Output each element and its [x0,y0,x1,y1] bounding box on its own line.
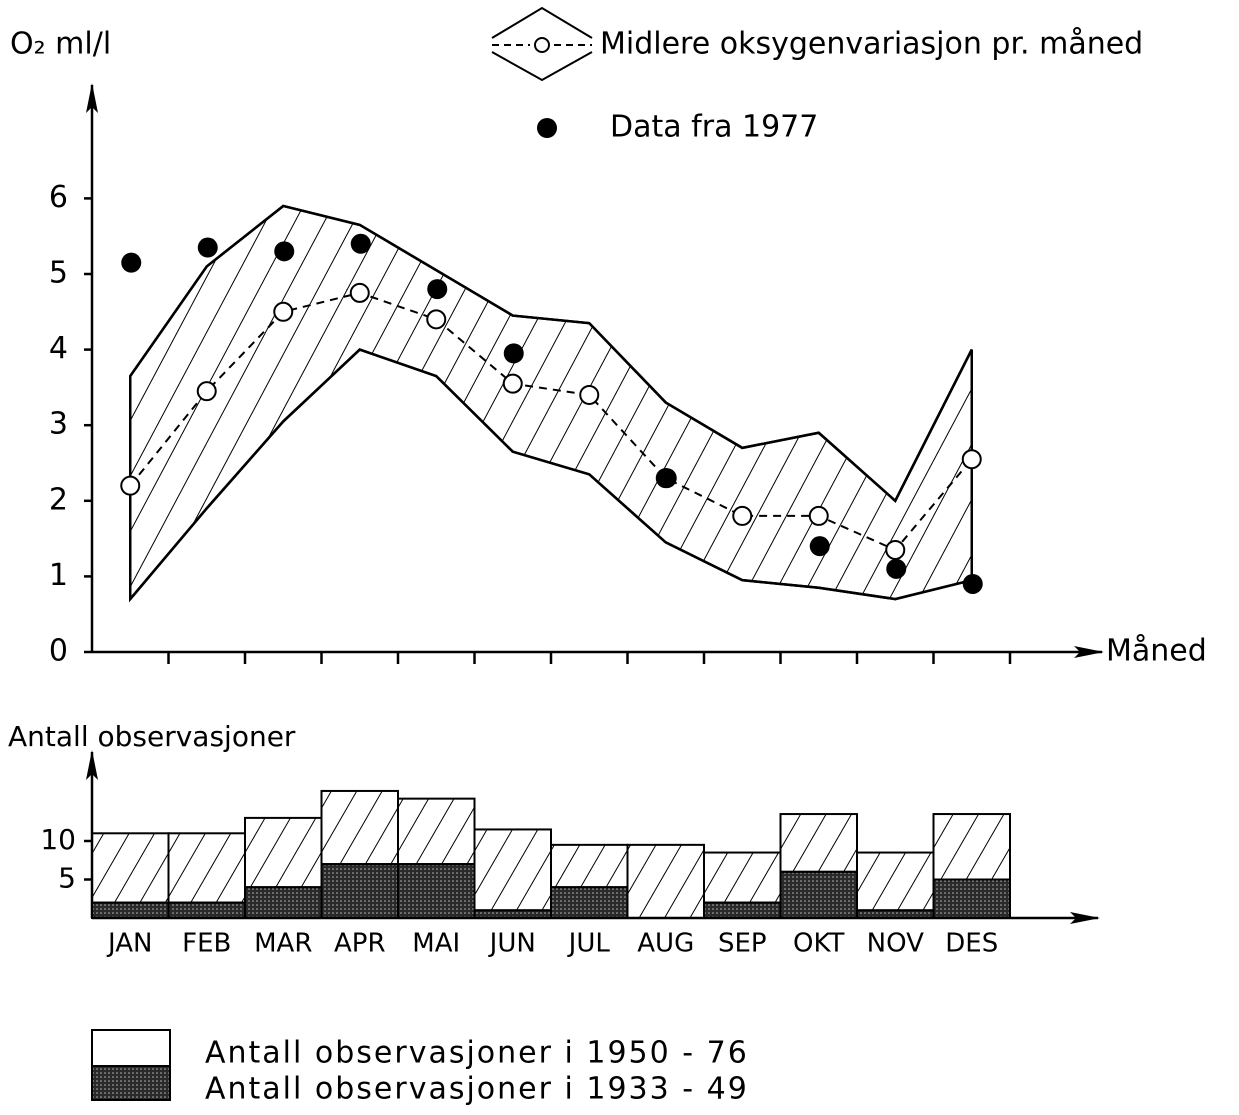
legend-label: Data fra 1977 [610,110,818,145]
y-tick-label: 10 [40,823,76,856]
bar-segment [397,797,476,866]
x-tick-label: AUG [637,929,694,959]
bar-segment [932,813,1011,881]
x-tick-label: FEB [182,929,231,959]
bar-segment [244,886,323,920]
bar-segment [779,813,858,873]
data-1977-point [886,558,907,579]
y-axis-label: O₂ ml/l [10,27,111,62]
bar-segment [320,863,399,919]
legend-swatch [91,1065,171,1101]
mean-point [349,282,370,303]
bar-segment [626,843,705,919]
y-tick-label: 5 [58,862,76,895]
legend-swatch [91,1029,171,1067]
bar-segment [473,828,552,912]
legend-label: Midlere oksygenvariasjon pr. måned [600,27,1143,62]
bar-segment [244,816,323,889]
bar-segment [167,901,246,919]
band-max-line [129,204,973,503]
variation-band [129,204,973,603]
bar-segment [932,878,1011,919]
x-tick-label: MAI [412,929,460,959]
y-tick-label: 5 [49,256,68,291]
x-tick-label: JUL [567,929,611,959]
x-tick-label: SEP [718,929,767,959]
mean-point [579,384,600,405]
legend-label: Antall observasjoner i 1950 - 76 [205,1036,749,1071]
data-1977-point [350,233,371,254]
data-1977-point [809,536,830,557]
data-1977-point [274,241,295,262]
y-tick-label: 3 [49,407,68,442]
bar-segment [703,901,782,919]
x-tick-label: DES [945,929,998,959]
x-axis-label: Måned [1106,634,1207,669]
legend-label: Antall observasjoner i 1933 - 49 [205,1072,749,1107]
mean-point [120,475,141,496]
x-tick-label: NOV [867,929,924,959]
y-tick-label: 1 [49,558,68,593]
bar-segment [779,870,858,919]
bar-segment [856,851,935,912]
mean-point [426,309,447,330]
bar-segment [91,832,170,904]
legend-dot [537,118,557,138]
legend-icon [491,6,593,82]
bar-segment [167,832,246,904]
data-1977-point [503,343,524,364]
y-tick-label: 2 [49,482,68,517]
bar-segment [550,886,629,920]
data-1977-point [962,573,983,594]
y-tick-label: 0 [49,634,68,669]
mean-point [808,505,829,526]
mean-point [502,373,523,394]
bar-segment [320,789,399,866]
data-1977-point [197,237,218,258]
data-1977-point [656,468,677,489]
data-1977-point [121,252,142,273]
x-tick-label: JUN [488,929,536,959]
bar-segment [550,843,629,889]
mean-point [885,539,906,560]
bar-segment [91,901,170,919]
data-1977-point [427,279,448,300]
mean-line [129,291,973,552]
mean-point [273,301,294,322]
x-tick-label: JAN [106,929,152,959]
y-axis-label: Antall observasjoner [8,720,296,753]
y-tick-label: 4 [49,331,68,366]
mean-point [732,505,753,526]
mean-point [196,381,217,402]
band-min-line [129,348,973,601]
bar-segment [397,863,476,919]
bar-segment [703,851,782,904]
y-tick-label: 6 [49,180,68,215]
x-tick-label: APR [334,929,386,959]
plot: 0 1 2 3 4 5 6 5 10 JAN FEB MAR APR MAI JUN JUL AUG SEP OKT… [40,83,1104,959]
mean-point [961,449,982,470]
x-tick-label: OKT [793,929,844,959]
x-tick-label: MAR [254,929,312,959]
